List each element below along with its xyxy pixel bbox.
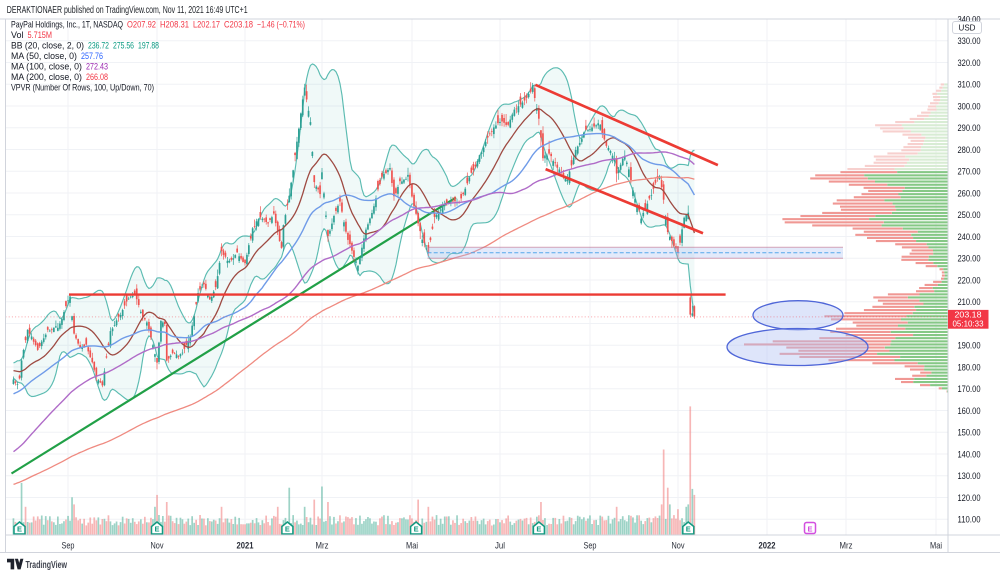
svg-text:257.76: 257.76 [81,51,103,61]
svg-text:110.00: 110.00 [958,515,981,526]
svg-text:210.00: 210.00 [958,297,981,308]
svg-text:240.00: 240.00 [958,232,981,243]
svg-text:TradingView: TradingView [26,560,68,571]
svg-text:140.00: 140.00 [958,449,981,460]
svg-text:O207.92: O207.92 [127,20,156,30]
svg-text:270.00: 270.00 [958,167,981,178]
svg-text:MA (100, close, 0): MA (100, close, 0) [11,62,82,72]
svg-text:VPVR (Number Of Rows, 100, Up/: VPVR (Number Of Rows, 100, Up/Down, 70) [11,83,154,93]
svg-text:280.00: 280.00 [958,145,981,156]
svg-text:130.00: 130.00 [958,471,981,482]
svg-text:275.56: 275.56 [113,41,134,51]
svg-text:250.00: 250.00 [958,210,981,221]
svg-text:−1.46 (−0.71%): −1.46 (−0.71%) [257,20,305,30]
svg-text:320.00: 320.00 [958,58,981,69]
svg-text:203.18: 203.18 [955,310,982,320]
svg-text:Sep: Sep [584,540,597,551]
svg-text:PayPal Holdings, Inc., 1T, NAS: PayPal Holdings, Inc., 1T, NASDAQ [11,20,123,30]
svg-text:Mai: Mai [406,540,418,551]
svg-text:150.00: 150.00 [958,428,981,439]
svg-text:USD: USD [959,23,976,33]
svg-text:290.00: 290.00 [958,123,981,134]
svg-text:197.88: 197.88 [138,41,159,51]
svg-text:300.00: 300.00 [958,101,981,112]
svg-text:E: E [807,525,812,534]
svg-text:BB (20, close, 2, 0): BB (20, close, 2, 0) [11,41,84,51]
svg-text:310.00: 310.00 [958,80,981,91]
svg-text:180.00: 180.00 [958,362,981,373]
svg-text:05:10:33: 05:10:33 [953,318,984,328]
svg-text:230.00: 230.00 [958,254,981,265]
svg-text:MA (50, close, 0): MA (50, close, 0) [11,51,77,61]
svg-text:E: E [536,525,541,534]
svg-text:Mrz: Mrz [840,540,853,551]
svg-text:MA (200, close, 0): MA (200, close, 0) [11,72,82,82]
svg-text:330.00: 330.00 [958,36,981,47]
svg-text:340.00: 340.00 [958,14,981,25]
svg-text:220.00: 220.00 [958,275,981,286]
svg-text:2021: 2021 [237,540,255,551]
svg-text:Mrz: Mrz [316,540,329,551]
svg-text:E: E [17,525,22,534]
svg-text:Jul: Jul [495,540,505,551]
svg-text:E: E [414,525,419,534]
svg-text:236.72: 236.72 [88,41,109,51]
svg-text:190.00: 190.00 [958,341,981,352]
svg-text:160.00: 160.00 [958,406,981,417]
svg-text:E: E [285,525,290,534]
svg-text:E: E [154,525,159,534]
svg-text:Nov: Nov [151,540,164,551]
svg-text:Nov: Nov [672,540,685,551]
svg-text:C203.18: C203.18 [224,20,253,30]
svg-text:266.08: 266.08 [86,72,108,82]
svg-text:Mai: Mai [930,540,942,551]
svg-text:Sep: Sep [62,540,75,551]
svg-text:272.43: 272.43 [86,62,108,72]
svg-text:2022: 2022 [759,540,776,551]
svg-text:Vol: Vol [11,30,24,40]
svg-text:DERAKTIONAER published on Trad: DERAKTIONAER published on TradingView.co… [7,5,248,16]
svg-text:120.00: 120.00 [958,493,981,504]
svg-text:L202.17: L202.17 [193,20,220,30]
svg-text:5.715M: 5.715M [28,30,53,40]
svg-text:H208.31: H208.31 [160,20,189,30]
svg-text:170.00: 170.00 [958,384,981,395]
svg-text:E: E [686,525,691,534]
svg-text:260.00: 260.00 [958,188,981,199]
